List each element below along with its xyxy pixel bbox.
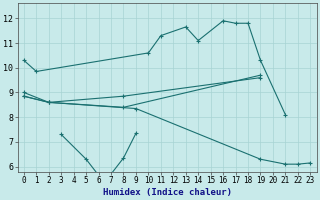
X-axis label: Humidex (Indice chaleur): Humidex (Indice chaleur) [103, 188, 232, 197]
